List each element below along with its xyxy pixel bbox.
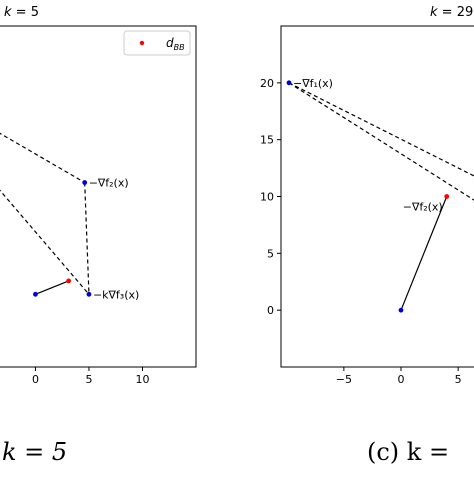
dashed-line-2 [288, 82, 474, 177]
data-point-1 [66, 278, 72, 284]
point-label-2: −∇f₂(x) [89, 177, 129, 190]
point-label-1: −∇f₂(x) [403, 201, 443, 214]
caption-c: (c) k = [367, 438, 449, 466]
panel-title-var: k [4, 5, 12, 20]
data-point-2 [286, 80, 292, 86]
plot-frame-k5 [0, 25, 197, 368]
y-tick-label-4: 20 [260, 77, 274, 90]
data-point-2 [82, 180, 88, 185]
ticks-k5: 0 5 10 [32, 367, 149, 386]
y-tick-label-0: 0 [267, 304, 274, 317]
x-tick-label-0: −5 [336, 373, 352, 386]
segments-k5 [0, 132, 90, 295]
legend-marker [139, 40, 145, 46]
points-k5: −∇f₂(x) −k∇f₃(x) [33, 177, 139, 301]
legend-k5: dBB [123, 30, 191, 56]
panel-title-k29: k = 29 [430, 5, 473, 20]
point-label-3: −k∇f₃(x) [93, 288, 139, 301]
x-tick-label-1: 5 [85, 373, 92, 386]
data-point-0 [33, 291, 38, 297]
data-point-1 [444, 194, 450, 199]
solid-line-0 [400, 196, 448, 311]
data-point-0 [398, 307, 404, 313]
x-tick-label-2: 10 [135, 373, 149, 386]
y-tick-label-1: 5 [267, 247, 274, 260]
dashed-line-1 [0, 132, 85, 184]
segments-k29 [288, 82, 474, 311]
y-tick-label-3: 15 [260, 134, 274, 147]
panel-k29: k = 29 −∇f₂(x) −∇f₁(x) −5 0 5 0 5 10 15 20 [260, 5, 474, 386]
x-tick-label-1: 0 [398, 373, 405, 386]
panel-title-value: 5 [31, 5, 39, 20]
dashed-line-1 [288, 82, 474, 201]
dashed-line-2 [84, 182, 90, 295]
dashed-line-3 [0, 189, 90, 295]
x-tick-label-0: 0 [32, 373, 39, 386]
panel-title-var: k [430, 5, 438, 20]
y-tick-label-2: 10 [260, 191, 274, 204]
point-label-2: −∇f₁(x) [293, 77, 333, 90]
caption-k5: k = 5 [2, 438, 67, 466]
solid-line-0 [35, 280, 69, 295]
legend-label-sub: BB [174, 43, 185, 52]
points-k29: −∇f₂(x) −∇f₁(x) [286, 77, 450, 313]
panel-title-k5: k = 5 [4, 5, 39, 20]
panel-title-value: 29 [457, 5, 474, 20]
legend-box [123, 30, 191, 56]
panel-k5: k = 5 −∇f₂(x) −k∇f₃(x) 0 5 10 dBB [0, 5, 197, 386]
ticks-k29: −5 0 5 0 5 10 15 20 [260, 77, 462, 386]
data-point-3 [86, 291, 92, 297]
x-tick-label-2: 5 [455, 373, 462, 386]
